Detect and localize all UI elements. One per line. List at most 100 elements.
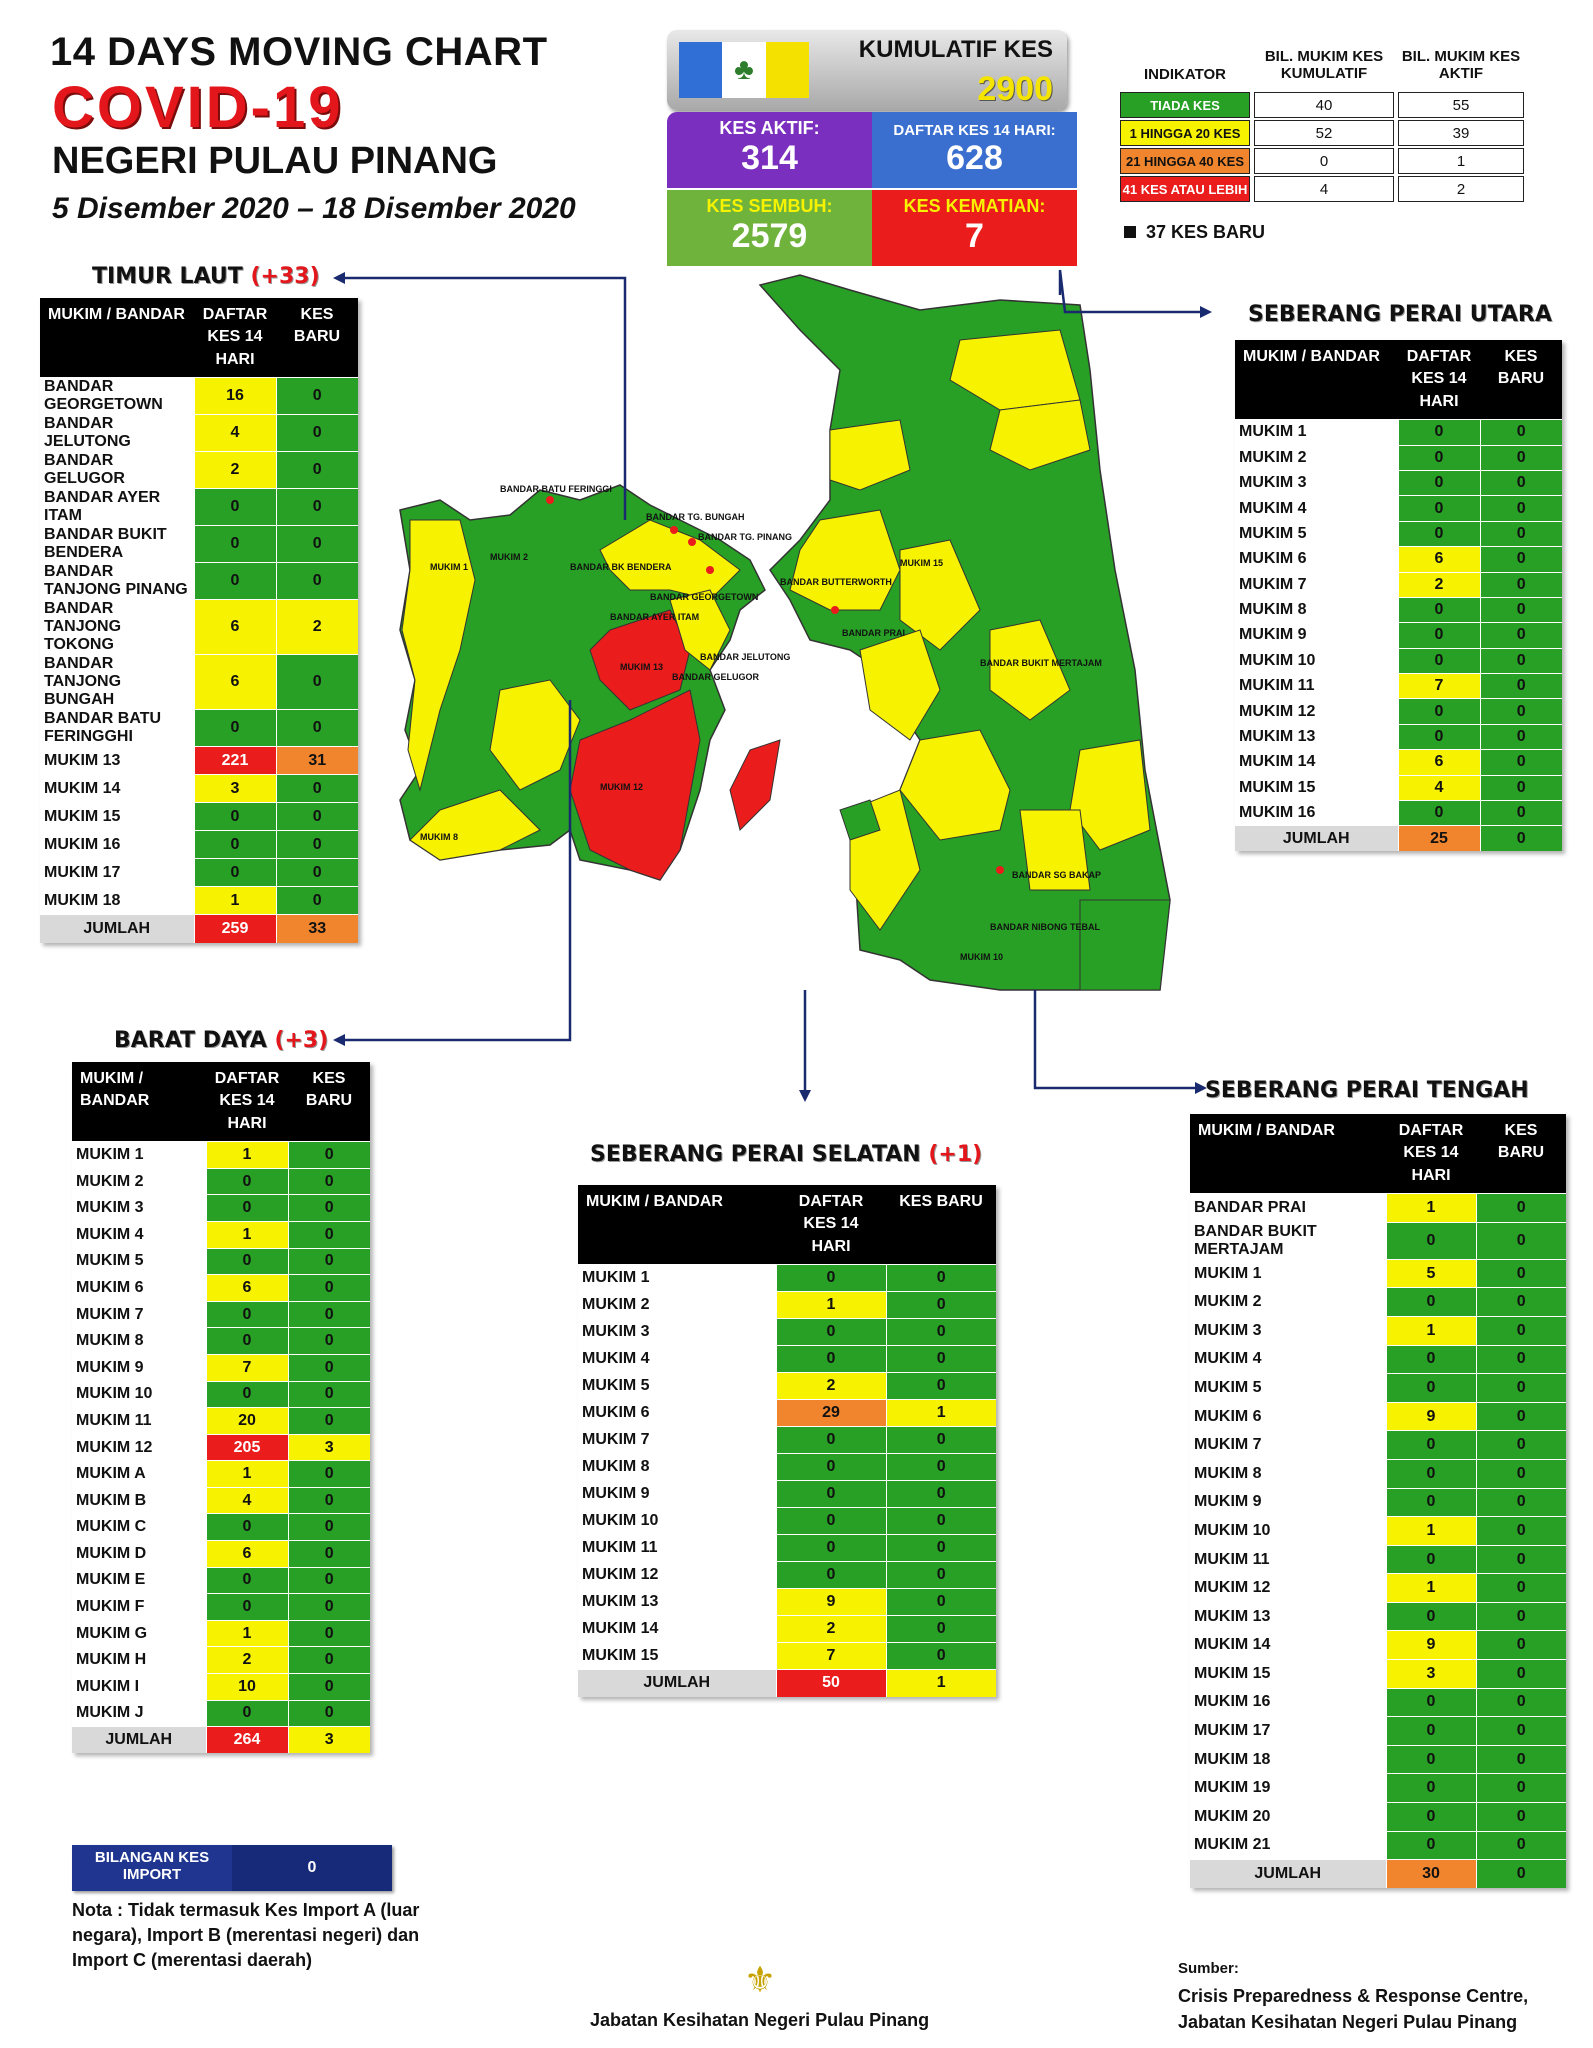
total-14day-cell: 259 <box>193 914 276 943</box>
indicator-header: INDIKATOR <box>1144 66 1226 83</box>
14day-value: 628 <box>946 139 1003 177</box>
new-cases-cell: 0 <box>275 451 358 489</box>
footer-source-label: Sumber: <box>1178 1960 1239 1977</box>
new-cases-cell: 0 <box>275 525 358 563</box>
row-label: MUKIM 11 <box>578 1534 776 1562</box>
row-label: MUKIM 17 <box>1190 1716 1386 1746</box>
column-header: MUKIM / BANDAR <box>578 1185 776 1265</box>
map-region-spt-yellow4 <box>989 619 1071 721</box>
row-label: BANDAR PRAI <box>1190 1193 1386 1223</box>
total-label: JUMLAH <box>1190 1859 1386 1889</box>
row-label: MUKIM 9 <box>1190 1487 1386 1517</box>
cases-14day-cell: 0 <box>1385 1544 1476 1574</box>
cases-14day-cell: 0 <box>205 1699 288 1727</box>
table-row: MUKIM 15 3 0 <box>1190 1659 1566 1689</box>
map-region-spu-yellow3 <box>829 419 911 491</box>
cases-14day-cell: 1 <box>205 1141 288 1169</box>
map-label-tgpinang: BANDAR TG. PINANG <box>698 532 792 542</box>
cases-14day-cell: 1 <box>1385 1573 1476 1603</box>
new-cases-cell: 0 <box>1479 774 1562 801</box>
indicator-active-value: 39 <box>1398 120 1524 146</box>
row-label: MUKIM 13 <box>578 1588 776 1616</box>
cases-14day-cell: 0 <box>193 858 276 887</box>
table-row: BANDAR TANJONG TOKONG 6 2 <box>40 599 358 655</box>
recovered-box: KES SEMBUH: 2579 <box>667 190 872 266</box>
table-row: MUKIM 15 0 0 <box>40 802 358 831</box>
map-region-mukim13 <box>589 609 691 711</box>
cases-14day-cell: 7 <box>1397 673 1480 699</box>
row-label: MUKIM 11 <box>1190 1544 1386 1574</box>
map-label-sps-m10: MUKIM 10 <box>960 952 1003 962</box>
row-label: MUKIM 7 <box>578 1426 776 1454</box>
malaysia-coat-of-arms-icon: ⚜ <box>743 1959 777 2000</box>
row-label: MUKIM 20 <box>1190 1802 1386 1832</box>
row-label: MUKIM G <box>72 1619 206 1647</box>
cases-14day-cell: 16 <box>193 377 276 415</box>
cases-14day-cell: 0 <box>193 830 276 859</box>
recovered-value: 2579 <box>731 217 808 255</box>
new-cases-cell: 0 <box>885 1372 996 1400</box>
penang-flag-icon: ♣ <box>679 42 809 98</box>
new-cases-cell: 0 <box>1479 520 1562 547</box>
new-cases-cell: 0 <box>1475 1773 1566 1803</box>
cases-14day-cell: 3 <box>1385 1659 1476 1689</box>
cases-14day-cell: 6 <box>1397 749 1480 776</box>
cases-14day-cell: 0 <box>1397 698 1480 725</box>
row-label: MUKIM 8 <box>1235 596 1398 623</box>
new-cases-cell: 0 <box>885 1561 996 1589</box>
row-label: MUKIM 15 <box>40 802 194 831</box>
row-label: MUKIM 4 <box>1190 1344 1386 1374</box>
new-cases-cell: 0 <box>1475 1487 1566 1517</box>
cases-14day-cell: 0 <box>1385 1601 1476 1631</box>
cases-14day-cell: 0 <box>193 802 276 831</box>
map-label-bd-m2: MUKIM 2 <box>490 552 528 562</box>
table-row: MUKIM 12 205 3 <box>72 1433 370 1461</box>
table-row: MUKIM 10 0 0 <box>72 1380 370 1408</box>
cases-14day-cell: 4 <box>1397 774 1480 801</box>
row-label: MUKIM D <box>72 1540 206 1568</box>
new-cases-cell: 0 <box>1479 571 1562 598</box>
new-cases-cell: 0 <box>1475 1830 1566 1860</box>
new-cases-cell: 0 <box>275 562 358 600</box>
cases-14day-cell: 0 <box>1385 1773 1476 1803</box>
new-cases-cell: 0 <box>1475 1458 1566 1489</box>
new-cases-cell: 2 <box>275 599 358 655</box>
legend-square-icon <box>1124 226 1136 238</box>
row-label: MUKIM 6 <box>1190 1401 1386 1431</box>
row-label: BANDAR GELUGOR <box>40 451 194 489</box>
table-row: MUKIM 16 0 0 <box>1190 1687 1566 1717</box>
cases-14day-cell: 0 <box>205 1247 288 1275</box>
cases-14day-cell: 6 <box>193 599 276 655</box>
new-cases-cell: 0 <box>885 1507 996 1535</box>
marker-tgbungah <box>670 526 678 534</box>
cases-14day-cell: 0 <box>1385 1802 1476 1832</box>
table-row: BANDAR GEORGETOWN 16 0 <box>40 377 358 415</box>
row-label: MUKIM 11 <box>72 1407 206 1435</box>
table-sps: MUKIM / BANDAR DAFTAR KES 14 HARI KES BARU… <box>578 1185 996 1697</box>
table-row: MUKIM 13 9 0 <box>578 1588 996 1616</box>
cases-14day-cell: 0 <box>1397 800 1480 826</box>
total-14day-cell: 264 <box>205 1726 288 1754</box>
cases-14day-cell: 0 <box>1385 1830 1476 1860</box>
table-row: MUKIM 11 0 0 <box>578 1534 996 1562</box>
row-label: BANDAR AYER ITAM <box>40 488 194 526</box>
table-row: MUKIM 11 0 0 <box>1190 1544 1566 1574</box>
section-title-spu: SEBERANG PERAI UTARA <box>1248 302 1552 327</box>
cases-14day-cell: 6 <box>205 1540 288 1568</box>
cases-14day-cell: 0 <box>1397 495 1480 522</box>
footer-source-line2: Jabatan Kesihatan Negeri Pulau Pinang <box>1178 2012 1518 2032</box>
row-label: MUKIM 14 <box>1190 1630 1386 1660</box>
map-label-prai: BANDAR PRAI <box>842 628 905 638</box>
row-label: MUKIM 18 <box>1190 1744 1386 1774</box>
row-label: MUKIM 6 <box>72 1274 206 1302</box>
new-cases-cell: 0 <box>275 802 358 831</box>
row-label: MUKIM 15 <box>578 1642 776 1670</box>
